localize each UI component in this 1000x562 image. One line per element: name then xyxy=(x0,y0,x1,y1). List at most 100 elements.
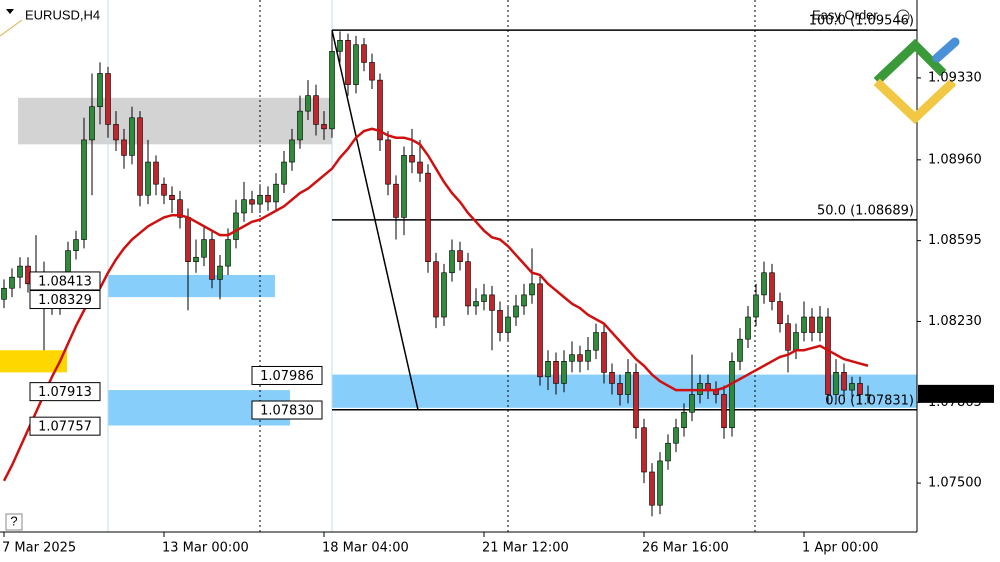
x-tick-label: 7 Mar 2025 xyxy=(2,541,76,556)
candle-body xyxy=(825,316,831,395)
candle-body xyxy=(417,161,423,174)
candle-body xyxy=(689,394,695,413)
logo-blue xyxy=(932,37,960,63)
candle-body xyxy=(113,124,119,141)
candle-body xyxy=(369,62,375,81)
candle-body xyxy=(761,272,767,296)
candle-body xyxy=(737,338,743,362)
candle-body xyxy=(681,411,687,429)
candle-body xyxy=(529,283,535,296)
candle-body xyxy=(393,183,399,218)
candle-body xyxy=(209,239,215,280)
candle-body xyxy=(473,301,479,307)
candle-body xyxy=(841,372,847,391)
candle-body xyxy=(481,294,487,302)
candle-body xyxy=(617,383,623,395)
easy-order[interactable]: Easy Order xyxy=(812,7,878,22)
candle-body xyxy=(313,95,319,125)
candle-body xyxy=(145,161,151,196)
candle-body xyxy=(1,287,7,300)
candle-body xyxy=(169,194,175,200)
candle-body xyxy=(385,139,391,185)
x-tick-label: 1 Apr 00:00 xyxy=(802,541,879,556)
candle-body xyxy=(569,354,575,362)
fib-label: 100.0 (1.09546) xyxy=(809,14,914,29)
x-tick-label: 18 Mar 04:00 xyxy=(322,541,409,556)
candle-body xyxy=(809,316,815,333)
candle-body xyxy=(425,172,431,262)
candle-body xyxy=(449,250,455,274)
price-label-box xyxy=(29,382,101,402)
x-tick-label: 13 Mar 00:00 xyxy=(162,541,249,556)
logo-yellow xyxy=(873,78,957,125)
candle-body xyxy=(857,383,863,395)
logo-green xyxy=(873,38,947,85)
x-tick-label: 21 Mar 12:00 xyxy=(482,541,569,556)
candle-body xyxy=(377,79,383,141)
candle-body xyxy=(337,39,343,52)
candle-body xyxy=(185,217,191,262)
candle-body xyxy=(729,361,735,429)
candle-body xyxy=(305,95,311,112)
candle-body xyxy=(769,272,775,302)
candle-body xyxy=(673,427,679,444)
candle-body xyxy=(537,283,543,378)
candle-body xyxy=(441,272,447,318)
price-label: 1.08329 xyxy=(38,293,92,308)
logo xyxy=(873,37,960,125)
candle-body xyxy=(121,139,127,156)
candle-body xyxy=(9,276,15,289)
candle-body xyxy=(433,261,439,318)
current-price-label: 1.07903 xyxy=(926,387,980,402)
candle-body xyxy=(489,294,495,311)
candle-body xyxy=(201,239,207,258)
overlay: 1.08413 1.08329 1.07913 1.07757 1.07986 1.078… xyxy=(29,271,323,436)
help-label[interactable]: ? xyxy=(10,513,17,528)
candle-body xyxy=(665,442,671,462)
price-label: 1.07830 xyxy=(260,404,314,419)
fibonacci: 100.0 (1.09546) 50.0 (1.08689) 0.0 (1.0783… xyxy=(331,14,917,411)
candle-body xyxy=(257,194,263,205)
price-label: 1.07913 xyxy=(38,385,92,400)
candle-body xyxy=(585,349,591,362)
candle-body xyxy=(353,44,359,85)
candle-body xyxy=(545,361,551,378)
candle-body xyxy=(249,199,255,205)
candle-body xyxy=(513,305,519,318)
candle-body xyxy=(777,301,783,324)
y-tick-label: 1.08595 xyxy=(928,233,982,248)
candle-body xyxy=(625,372,631,395)
candle-body xyxy=(753,294,759,318)
candle-body xyxy=(265,194,271,203)
moving-average xyxy=(2,127,869,482)
candle-body xyxy=(329,51,335,130)
candle-body xyxy=(497,310,503,333)
candle-body xyxy=(321,124,327,130)
price-label: 1.08413 xyxy=(38,274,92,289)
candle-body xyxy=(297,110,303,141)
candle-body xyxy=(609,372,615,384)
candle-body xyxy=(785,323,791,351)
price-label-box xyxy=(29,290,101,310)
axis-labels: 1.093301.089601.085951.082301.078651.075… xyxy=(2,70,994,556)
candle-body xyxy=(633,372,639,429)
candle-body xyxy=(793,332,799,351)
candle-body xyxy=(721,394,727,429)
candle-body xyxy=(561,361,567,384)
candle-body xyxy=(849,383,855,391)
candle-body xyxy=(521,294,527,307)
easy-order-icon[interactable] xyxy=(896,9,910,23)
candle-body xyxy=(105,73,111,125)
y-tick-label: 1.07500 xyxy=(928,476,982,491)
fib-label: 50.0 (1.08689) xyxy=(817,203,914,218)
candle-body xyxy=(409,155,415,163)
candle-body xyxy=(89,106,95,141)
candle-body xyxy=(193,256,199,262)
candle-body xyxy=(177,199,183,218)
decoration xyxy=(0,19,23,37)
candle-body xyxy=(465,261,471,307)
help-button[interactable] xyxy=(5,513,23,531)
menu-arrow[interactable] xyxy=(6,9,14,14)
candle-body xyxy=(345,39,351,85)
